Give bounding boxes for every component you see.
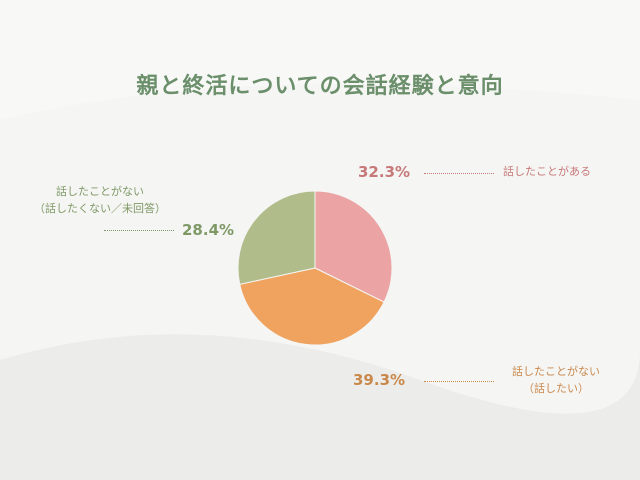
pie-slice-want-to-talk <box>239 267 385 346</box>
leader-line-no-talk <box>104 230 174 231</box>
leader-line-want-to-talk <box>424 381 494 382</box>
chart-title: 親と終活についての会話経験と意向 <box>136 74 504 99</box>
data-label-want-to-talk: 39.3% <box>353 371 406 389</box>
slice-label-talked: 話したことがある <box>503 165 591 178</box>
slice-label-want-to-talk: 話したことがない （話したい） <box>512 365 600 395</box>
pie-slice-no-talk <box>237 190 316 285</box>
pie-slice-talked <box>314 190 393 303</box>
data-label-talked: 32.3% <box>358 163 411 181</box>
slice-label-no-talk: 話したことがない （話したくない／未回答） <box>34 185 166 215</box>
leader-line-talked <box>424 173 494 174</box>
data-label-no-talk: 28.4% <box>182 221 235 239</box>
